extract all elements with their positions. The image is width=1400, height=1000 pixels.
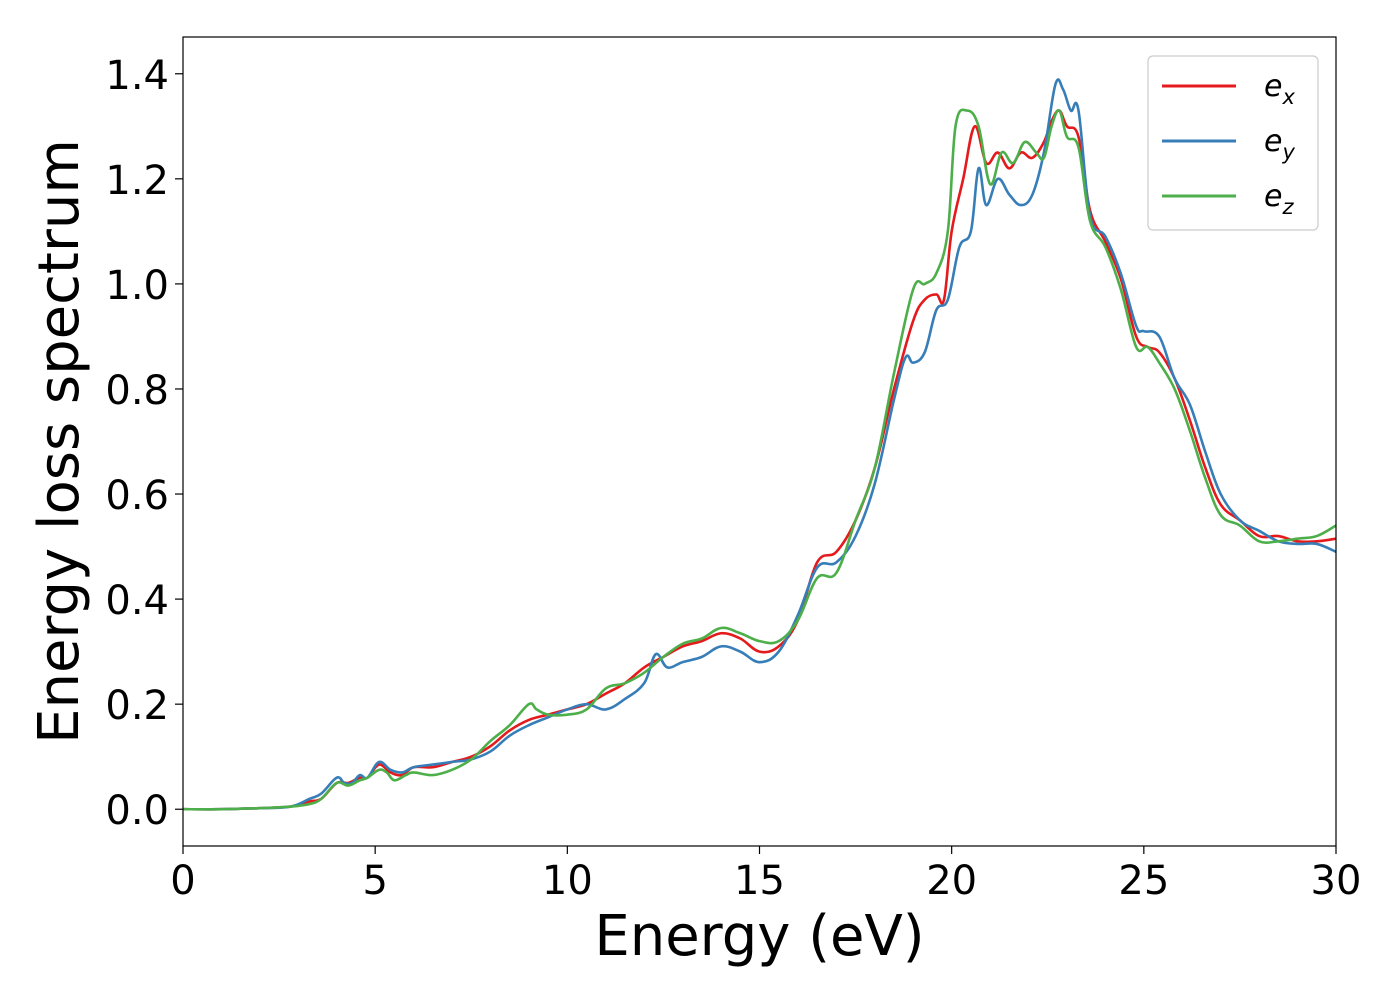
x-tick-label: 5 — [362, 858, 387, 904]
legend-label-e-x: ex — [1264, 69, 1295, 109]
legend-label-base: e — [1264, 124, 1282, 159]
legend-label-sub: y — [1281, 140, 1295, 164]
y-tick-label: 0.0 — [105, 788, 169, 834]
legend-label-base: e — [1264, 179, 1282, 214]
y-tick-label: 1.0 — [105, 263, 169, 309]
ticks-layer: 0 5 10 15 20 25 30 0.0 0.2 0.4 0.6 0.8 1.0 1.2 1.4 — [105, 53, 1361, 904]
y-tick-label: 1.2 — [105, 158, 169, 204]
y-tick-label: 0.8 — [105, 368, 169, 414]
legend-box — [1147, 55, 1319, 231]
y-tick-label: 0.4 — [105, 578, 169, 624]
legend-label-sub: x — [1281, 85, 1295, 109]
y-axis-title: Energy loss spectrum — [27, 139, 92, 744]
y-tick-label: 0.2 — [105, 683, 169, 729]
series-line-e-z — [183, 108, 1336, 811]
x-tick-label: 15 — [734, 858, 785, 904]
x-axis-title: Energy (eV) — [594, 904, 924, 969]
legend-label-sub: z — [1281, 195, 1294, 219]
x-tick-label: 25 — [1118, 858, 1169, 904]
x-tick-label: 0 — [170, 858, 195, 904]
x-tick-label: 30 — [1311, 858, 1362, 904]
legend-label-e-z: ez — [1264, 179, 1294, 219]
x-tick-label: 10 — [542, 858, 593, 904]
y-tick-label: 1.4 — [105, 53, 169, 99]
legend-label-base: e — [1264, 69, 1282, 104]
legend-label-e-y: ey — [1264, 124, 1295, 164]
series-layer — [183, 78, 1336, 811]
y-tick-label: 0.6 — [105, 473, 169, 519]
x-tick-label: 20 — [926, 858, 977, 904]
